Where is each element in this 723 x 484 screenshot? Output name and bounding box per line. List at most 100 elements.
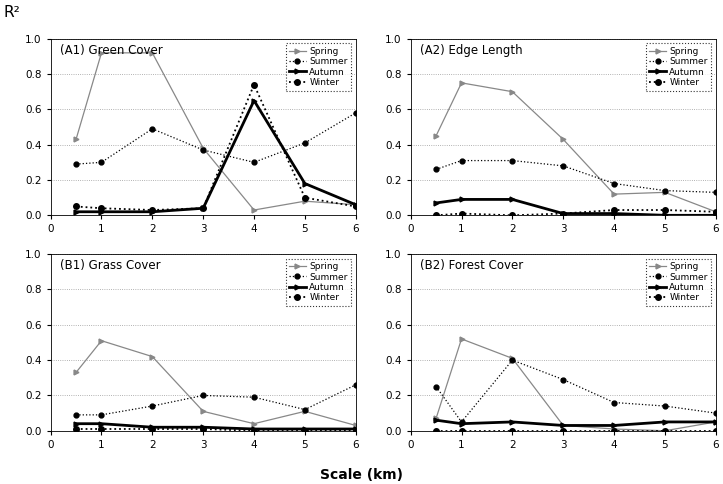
Spring	[432, 133, 440, 139]
Summer	[661, 403, 669, 409]
Winter	[72, 426, 80, 432]
Line: Summer: Summer	[434, 358, 718, 424]
Autumn	[249, 98, 258, 104]
Winter	[301, 428, 309, 434]
Winter	[661, 207, 669, 213]
Line: Winter: Winter	[433, 428, 719, 434]
Line: Summer: Summer	[434, 158, 718, 195]
Winter	[199, 205, 208, 211]
Spring	[559, 136, 568, 142]
Winter	[148, 426, 157, 432]
Spring	[199, 145, 208, 151]
Spring	[609, 426, 618, 432]
Text: (B1) Grass Cover: (B1) Grass Cover	[60, 259, 161, 272]
Spring	[508, 89, 517, 94]
Autumn	[508, 197, 517, 202]
Summer	[508, 357, 517, 363]
Autumn	[351, 202, 360, 208]
Text: (A2) Edge Length: (A2) Edge Length	[420, 44, 523, 57]
Autumn	[97, 421, 106, 426]
Autumn	[457, 421, 466, 426]
Summer	[249, 394, 258, 400]
Winter	[97, 205, 106, 211]
Summer	[457, 158, 466, 164]
Autumn	[72, 209, 80, 215]
Winter	[457, 211, 466, 216]
Autumn	[301, 426, 309, 432]
Legend: Spring, Summer, Autumn, Winter: Spring, Summer, Autumn, Winter	[286, 258, 351, 306]
Winter	[351, 204, 360, 210]
Spring	[249, 421, 258, 426]
Spring	[97, 338, 106, 344]
Winter	[249, 82, 258, 88]
Autumn	[661, 212, 669, 218]
Summer	[351, 382, 360, 388]
Winter	[609, 428, 618, 434]
Summer	[72, 412, 80, 418]
Autumn	[301, 181, 309, 186]
Summer	[148, 126, 157, 132]
Autumn	[711, 419, 720, 425]
Winter	[508, 428, 517, 434]
Summer	[432, 384, 440, 390]
Winter	[508, 212, 517, 218]
Winter	[301, 195, 309, 200]
Legend: Spring, Summer, Autumn, Winter: Spring, Summer, Autumn, Winter	[646, 258, 711, 306]
Spring	[249, 207, 258, 213]
Text: (B2) Forest Cover: (B2) Forest Cover	[420, 259, 523, 272]
Summer	[508, 158, 517, 164]
Winter	[559, 428, 568, 434]
Autumn	[432, 417, 440, 423]
Spring	[559, 423, 568, 428]
Summer	[301, 140, 309, 146]
Autumn	[661, 419, 669, 425]
Spring	[432, 415, 440, 421]
Autumn	[609, 211, 618, 216]
Line: Autumn: Autumn	[74, 98, 358, 214]
Winter	[432, 428, 440, 434]
Winter	[97, 426, 106, 432]
Winter	[711, 428, 720, 434]
Legend: Spring, Summer, Autumn, Winter: Spring, Summer, Autumn, Winter	[286, 43, 351, 91]
Winter	[711, 209, 720, 215]
Line: Winter: Winter	[73, 426, 359, 434]
Summer	[661, 188, 669, 194]
Line: Spring: Spring	[74, 338, 358, 428]
Summer	[351, 110, 360, 116]
Summer	[199, 393, 208, 398]
Text: (A1) Green Cover: (A1) Green Cover	[60, 44, 163, 57]
Autumn	[199, 424, 208, 430]
Winter	[432, 212, 440, 218]
Autumn	[148, 424, 157, 430]
Text: R²: R²	[4, 5, 20, 20]
Autumn	[72, 421, 80, 426]
Spring	[351, 202, 360, 208]
Autumn	[609, 423, 618, 428]
Autumn	[711, 212, 720, 218]
Summer	[559, 377, 568, 382]
Autumn	[508, 419, 517, 425]
Winter	[559, 211, 568, 216]
Spring	[661, 428, 669, 434]
Spring	[148, 354, 157, 360]
Summer	[97, 159, 106, 165]
Autumn	[457, 197, 466, 202]
Summer	[559, 163, 568, 169]
Autumn	[559, 423, 568, 428]
Spring	[301, 198, 309, 204]
Summer	[72, 161, 80, 167]
Summer	[148, 403, 157, 409]
Winter	[457, 428, 466, 434]
Spring	[609, 191, 618, 197]
Summer	[609, 181, 618, 186]
Summer	[457, 419, 466, 425]
Spring	[711, 209, 720, 215]
Summer	[711, 189, 720, 195]
Summer	[609, 400, 618, 406]
Line: Summer: Summer	[74, 110, 358, 166]
Autumn	[432, 200, 440, 206]
Legend: Spring, Summer, Autumn, Winter: Spring, Summer, Autumn, Winter	[646, 43, 711, 91]
Summer	[301, 407, 309, 412]
Winter	[72, 204, 80, 210]
Spring	[661, 189, 669, 195]
